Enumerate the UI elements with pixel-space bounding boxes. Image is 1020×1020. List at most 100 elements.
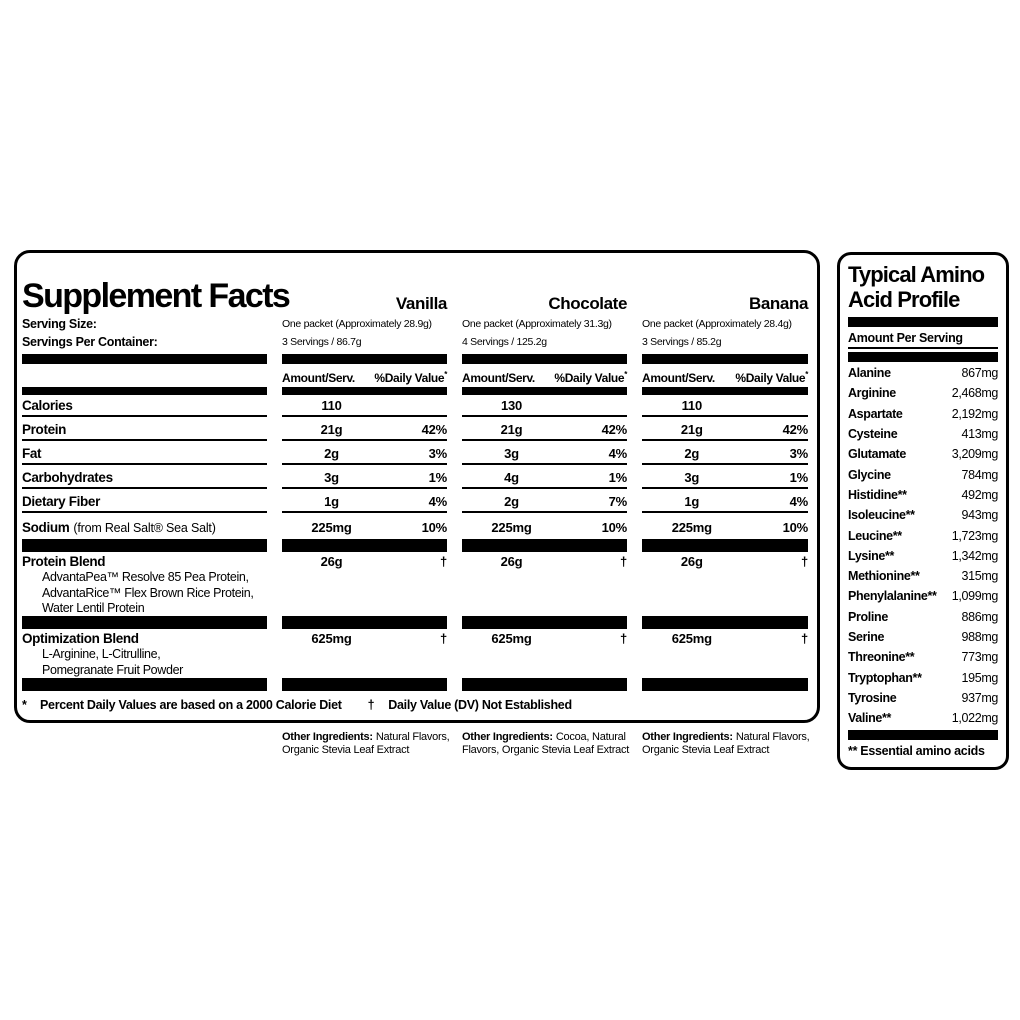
blend-ingredients: AdvantaPea™ Resolve 85 Pea Protein, Adva… [42,570,254,615]
nutrient-label: Protein [22,422,67,437]
amino-value: 773mg [961,650,999,665]
nutrient-label: Fat [22,446,42,461]
nutrient-label: Carbohydrates [22,470,113,485]
blend-ingredients: L-Arginine, L-Citrulline, Pomegranate Fr… [42,647,183,677]
nutrient-dv: 3% [428,446,448,461]
column-header-daily-value: %Daily Value* [374,370,447,386]
amino-value: 413mg [961,427,999,442]
servings-per-container-row: Servings Per Container: 3 Servings / 86.… [22,333,808,351]
amino-value: 886mg [961,609,999,624]
nutrient-dv: 4% [789,494,809,509]
amino-name: Valine** [848,711,892,726]
footnote-dv-not-established: Daily Value (DV) Not Established [388,698,572,712]
nutrient-dv: 3% [789,446,809,461]
nutrient-row-protein: Protein 21g 42% 21g 42% 21g 42% [22,417,808,441]
amino-row: Tyrosine 937mg [848,688,998,708]
amino-name: Methionine** [848,569,920,584]
panel-header-row: Supplement Facts Vanilla Chocolate Banan… [22,253,808,315]
nutrient-row-calories: Calories 110 130 110 [22,395,808,417]
amino-value: 867mg [961,366,999,381]
amino-acid-list: Alanine 867mg Arginine 2,468mg Aspartate 2,… [848,363,998,728]
protein-blend-row: Protein Blend AdvantaPea™ Resolve 85 Pea… [22,552,808,616]
amino-row: Tryptophan** 195mg [848,667,998,687]
nutrient-dv: 1% [428,470,448,485]
nutrient-dv: 1% [789,470,809,485]
amino-value: 1,723mg [951,528,999,543]
nutrient-dv: 10% [782,520,809,535]
blend-label: Protein Blend [22,554,106,569]
amino-name: Tryptophan** [848,670,922,685]
blend-amount: 26g [500,554,523,569]
essential-amino-acids-footnote: ** Essential amino acids [848,744,985,759]
amino-value: 1,099mg [951,589,999,604]
amino-name: Histidine** [848,487,907,502]
nutrient-dv: 42% [782,422,809,437]
amino-row: Threonine** 773mg [848,647,998,667]
amino-value: 315mg [961,569,999,584]
nutrient-label: Dietary Fiber [22,494,100,509]
amino-name: Serine [848,630,885,644]
nutrient-dv: 42% [601,422,628,437]
footnote-dagger: † [367,698,375,712]
blend-amount: 625mg [311,631,352,646]
other-ingredients-label: Other Ingredients: [282,731,373,743]
amino-name: Isoleucine** [848,508,915,523]
amino-value: 3,209mg [951,447,999,462]
amino-name: Leucine** [848,528,902,543]
other-ingredients-banana: Other Ingredients: Natural Flavors, Organ… [642,731,814,756]
amino-value: 1,022mg [951,711,999,726]
amino-name: Cysteine [848,427,898,442]
amino-acid-profile-panel: Typical Amino Acid Profile Amount Per Se… [837,252,1009,770]
amino-name: Alanine [848,366,891,381]
blend-amount: 625mg [671,631,712,646]
section-divider-bar [22,354,808,364]
nutrient-dv: 10% [421,520,448,535]
column-header-amount: Amount/Serv. [282,371,355,385]
nutrient-amount: 3g [324,470,339,485]
nutrient-label-note: (from Real Salt® Sea Salt) [73,521,216,535]
serving-size-label: Serving Size: [22,317,97,331]
section-divider-bar [22,387,808,395]
other-ingredients-label: Other Ingredients: [642,731,733,743]
nutrient-dv: 4% [428,494,448,509]
supplement-facts-title: Supplement Facts [22,276,291,315]
amino-value: 1,342mg [951,548,999,563]
blend-amount: 625mg [491,631,532,646]
other-ingredients-vanilla: Other Ingredients: Natural Flavors, Organ… [282,731,454,756]
amino-value: 492mg [961,487,999,502]
blend-amount: 26g [680,554,703,569]
amino-row: Lysine** 1,342mg [848,546,998,566]
amino-row: Glycine 784mg [848,464,998,484]
amino-row: Arginine 2,468mg [848,383,998,403]
optimization-blend-row: Optimization Blend L-Arginine, L-Citrull… [22,629,808,678]
nutrient-amount: 2g [324,446,339,461]
amino-name: Glutamate [848,447,906,462]
amino-name: Proline [848,609,888,624]
amino-amount-per-serving-header: Amount Per Serving [848,327,998,349]
section-divider-bar [848,317,998,327]
nutrient-amount: 1g [684,494,700,509]
amino-name: Aspartate [848,406,903,421]
amino-row: Glutamate 3,209mg [848,444,998,464]
footnote-daily-values: Percent Daily Values are based on a 2000… [40,698,342,712]
nutrient-amount: 4g [504,470,519,485]
blend-label: Optimization Blend [22,631,139,646]
nutrient-amount: 1g [324,494,339,509]
amino-row: Aspartate 2,192mg [848,404,998,424]
servings-per-container-value: 4 Servings / 125.2g [462,336,547,348]
nutrient-row-carbohydrates: Carbohydrates 3g 1% 4g 1% 3g 1% [22,465,808,489]
amino-row: Valine** 1,022mg [848,708,998,728]
nutrient-amount: 21g [320,422,343,437]
amino-panel-title: Typical Amino Acid Profile [848,262,985,312]
nutrient-label: Calories [22,398,73,413]
nutrient-dv: 7% [608,494,628,509]
amino-row: Serine 988mg [848,627,998,647]
column-header-daily-value: %Daily Value* [735,370,808,386]
amino-name: Lysine** [848,548,895,563]
amino-value: 784mg [961,467,999,482]
blend-dv-dagger: † [800,631,808,646]
column-header-amount: Amount/Serv. [462,371,535,385]
blend-dv-dagger: † [439,554,447,569]
blend-dv-dagger: † [800,554,808,569]
blend-amount: 26g [320,554,343,569]
